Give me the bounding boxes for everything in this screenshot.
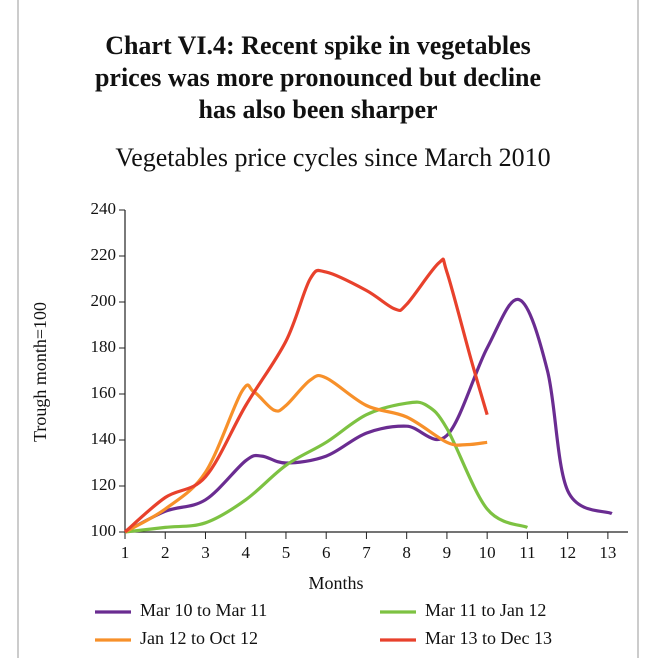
x-tick-label: 5 — [282, 543, 291, 562]
y-tick-label: 160 — [91, 383, 117, 402]
y-tick-label: 240 — [91, 199, 117, 218]
x-tick-label: 10 — [479, 543, 496, 562]
x-tick-label: 11 — [519, 543, 535, 562]
y-tick-label: 180 — [91, 337, 117, 356]
y-tick-label: 100 — [91, 521, 117, 540]
x-tick-label: 8 — [402, 543, 411, 562]
x-tick-label: 13 — [599, 543, 616, 562]
series-line — [124, 373, 488, 534]
x-tick-label: 2 — [161, 543, 170, 562]
x-tick-label: 4 — [241, 543, 250, 562]
series-line — [124, 298, 613, 534]
legend-label: Jan 12 to Oct 12 — [140, 628, 258, 648]
series-line — [124, 400, 529, 534]
legend-label: Mar 10 to Mar 11 — [140, 600, 267, 620]
x-axis-label: Months — [308, 573, 363, 593]
legend-label: Mar 11 to Jan 12 — [425, 600, 546, 620]
series-line — [123, 257, 489, 534]
y-tick-label: 120 — [91, 475, 117, 494]
legend-label: Mar 13 to Dec 13 — [425, 628, 552, 648]
x-tick-label: 6 — [322, 543, 331, 562]
y-tick-label: 140 — [91, 429, 117, 448]
x-tick-label: 3 — [201, 543, 210, 562]
x-tick-label: 12 — [559, 543, 576, 562]
chart-subtitle: Vegetables price cycles since March 2010 — [115, 143, 550, 172]
chart-title: prices was more pronounced but decline — [95, 63, 541, 92]
x-tick-label: 9 — [443, 543, 452, 562]
y-tick-label: 220 — [91, 245, 117, 264]
y-axis-label: Trough month=100 — [30, 302, 50, 442]
y-tick-label: 200 — [91, 291, 117, 310]
chart-title: Chart VI.4: Recent spike in vegetables — [105, 31, 531, 60]
x-tick-label: 7 — [362, 543, 371, 562]
x-tick-label: 1 — [121, 543, 130, 562]
chart-title: has also been sharper — [198, 95, 437, 124]
